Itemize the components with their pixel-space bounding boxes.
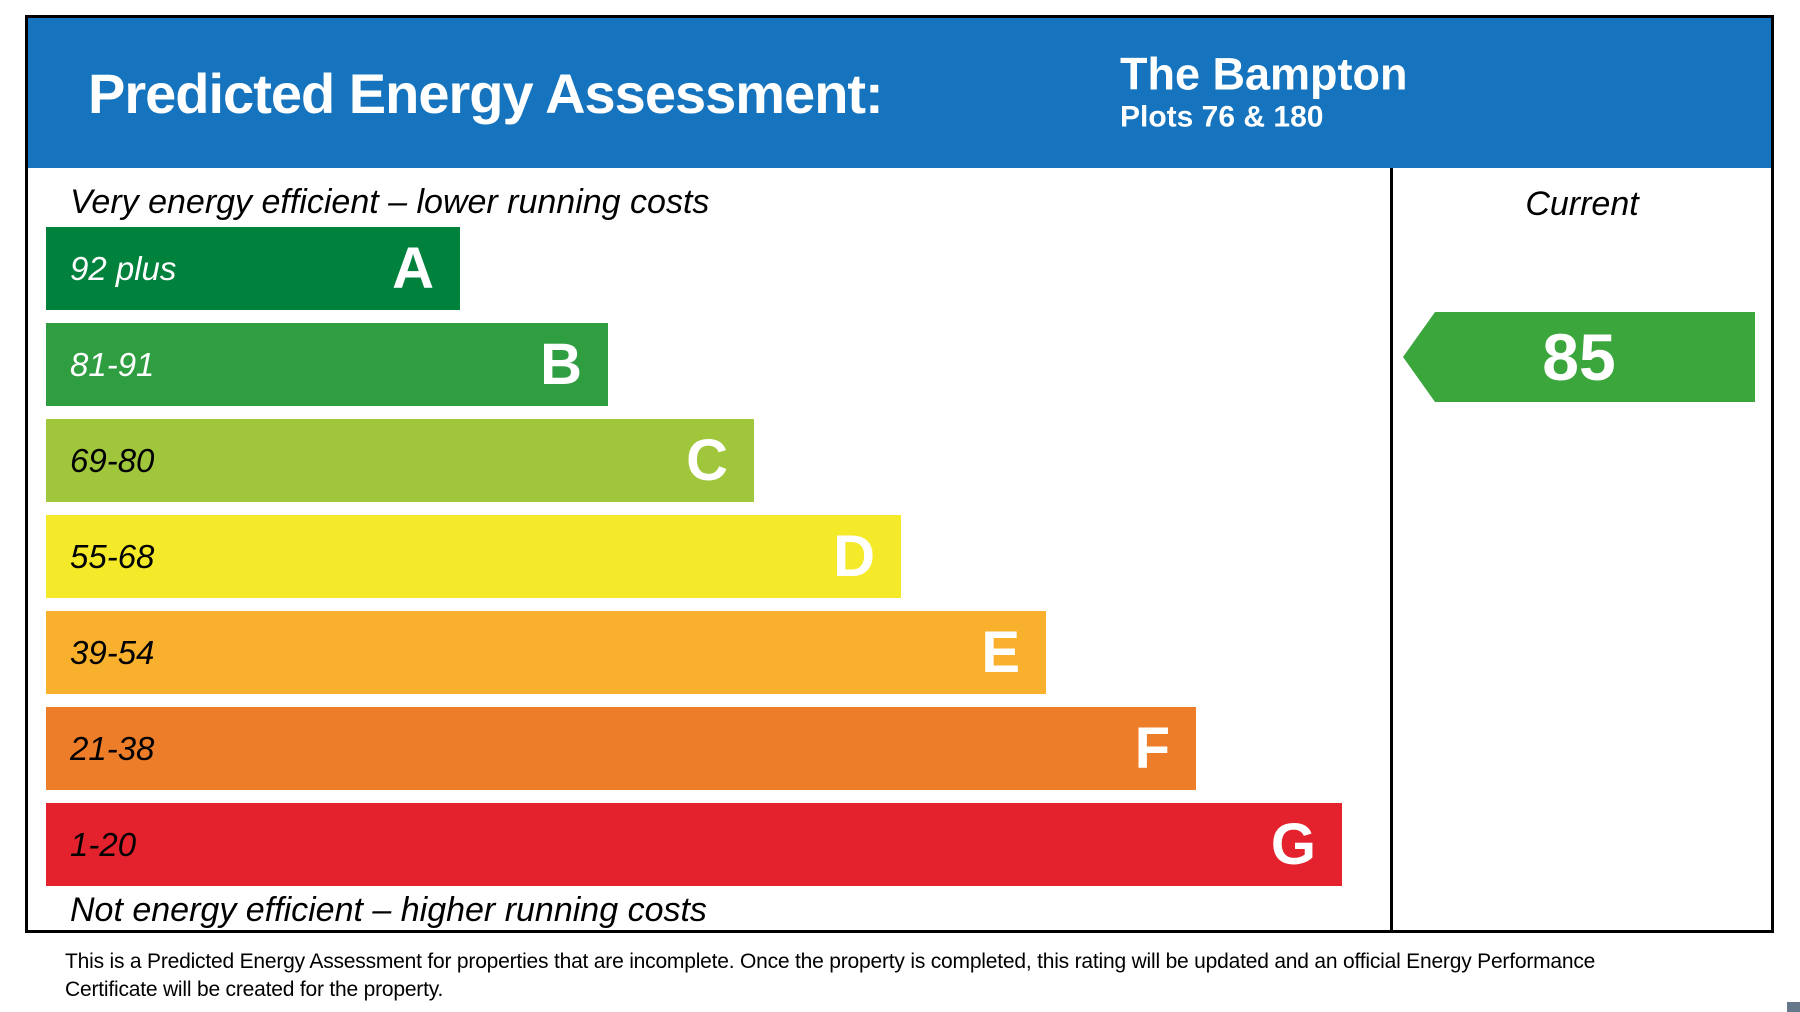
- band-bar-B: 81-91 B: [46, 323, 608, 406]
- band-range-label: 69-80: [70, 442, 155, 479]
- efficiency-bottom-label: Not energy efficient – higher running co…: [70, 891, 707, 929]
- band-bar-E: 39-54 E: [46, 611, 1046, 694]
- disclaimer-line: Certificate will be created for the prop…: [65, 978, 444, 1001]
- band-letter: D: [833, 523, 875, 589]
- footer-disclaimer: This is a Predicted Energy Assessment fo…: [65, 948, 1595, 1004]
- page-title: Predicted Energy Assessment:: [88, 61, 884, 125]
- bands-column: Very energy efficient – lower running co…: [28, 168, 1390, 930]
- band-letter: B: [540, 331, 582, 397]
- current-column-header: Current: [1525, 185, 1639, 223]
- band-bar-A: 92 plus A: [46, 227, 460, 310]
- certificate-box: Predicted Energy Assessment: The Bampton…: [25, 15, 1774, 933]
- property-info: The Bampton Plots 76 & 180: [1120, 48, 1408, 135]
- column-divider: [1390, 168, 1393, 930]
- band-bar-F: 21-38 F: [46, 707, 1196, 790]
- current-rating-value: 85: [1542, 320, 1616, 394]
- band-letter: C: [686, 427, 728, 493]
- property-name: The Bampton: [1120, 48, 1408, 100]
- band-range-label: 1-20: [70, 826, 137, 863]
- band-range-label: 39-54: [70, 634, 155, 671]
- corner-mark: [1787, 1002, 1800, 1012]
- band-letter: F: [1134, 715, 1170, 781]
- bands: 92 plus A 81-91 B 69-80 C 55-68 D 39-54 E 21-38 F 1-…: [28, 227, 1390, 886]
- certificate-header: Predicted Energy Assessment: The Bampton…: [28, 18, 1771, 168]
- chart-body: Very energy efficient – lower running co…: [28, 168, 1771, 930]
- current-column: Current 85: [1393, 168, 1771, 930]
- band-range-label: 55-68: [70, 538, 155, 575]
- band-range-label: 81-91: [70, 346, 155, 383]
- current-rating-arrow: 85: [1403, 312, 1755, 402]
- band-range-label: 92 plus: [70, 250, 177, 287]
- disclaimer-line: This is a Predicted Energy Assessment fo…: [65, 950, 1596, 973]
- band-letter: E: [981, 619, 1020, 685]
- property-plots: Plots 76 & 180: [1120, 100, 1324, 134]
- band-bar-G: 1-20 G: [46, 803, 1342, 886]
- band-letter: G: [1270, 811, 1316, 877]
- band-bar-C: 69-80 C: [46, 419, 754, 502]
- efficiency-top-label: Very energy efficient – lower running co…: [70, 183, 710, 221]
- band-bar-D: 55-68 D: [46, 515, 901, 598]
- band-range-label: 21-38: [70, 730, 155, 767]
- band-letter: A: [392, 235, 434, 301]
